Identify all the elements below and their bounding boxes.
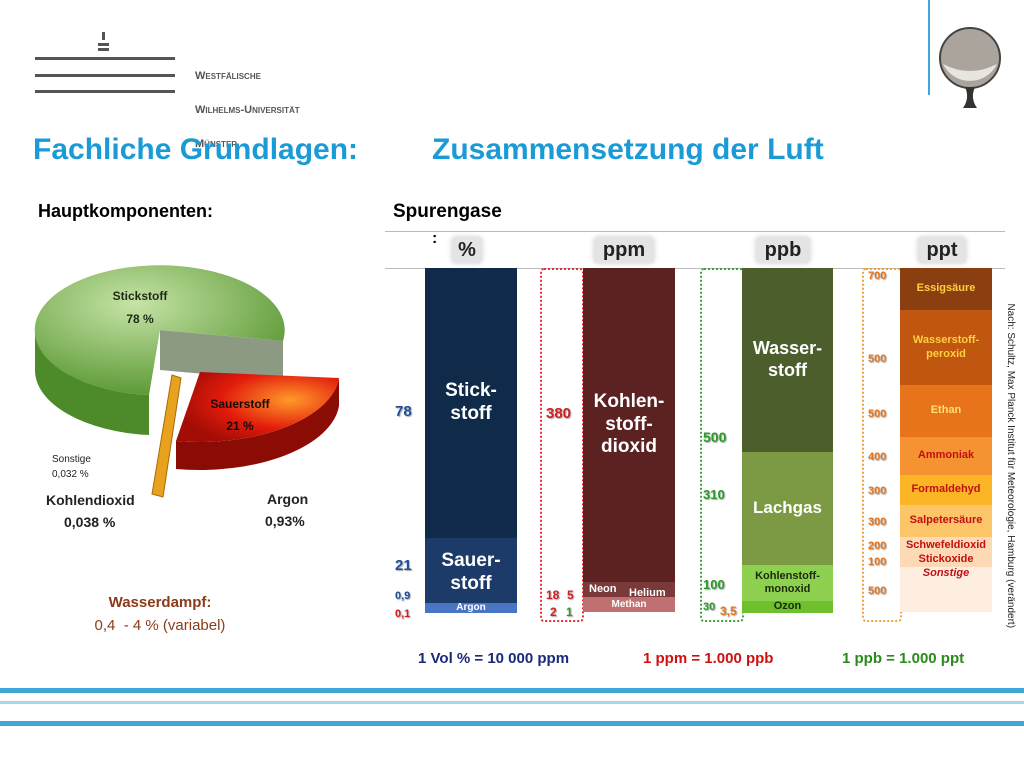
footer-stripe [0, 721, 1024, 726]
level-label: 200 [868, 540, 887, 552]
pie-graphic [34, 265, 339, 498]
bracket [862, 268, 902, 622]
gas-section: Ozon [742, 600, 833, 613]
conversion: 1 ppm = 1.000 ppb [643, 650, 774, 667]
pie-value: 21 % [226, 419, 254, 433]
footer-stripe [0, 701, 1024, 704]
gas-label: Neon [589, 583, 617, 595]
header-rule [928, 0, 930, 95]
gas-section: Kohlenstoff- monoxid [742, 565, 833, 601]
title-part2: Zusammensetzung der Luft [432, 133, 824, 166]
logo-line: Wilhelms-Universität [195, 104, 300, 116]
gas-section: Methan [583, 597, 675, 612]
pie-label: Sauerstoff [210, 397, 270, 411]
pie-value: 0,93% [265, 513, 305, 529]
title-part1: Fachliche Grundlagen: [33, 133, 359, 166]
water-vapor-label: Wasserdampf: [108, 594, 212, 611]
footer-stripe [0, 688, 1024, 693]
source-note: Nach: Schultz, Max Planck Institut für M… [1004, 303, 1016, 629]
unit-header: % [452, 237, 482, 263]
level-label: 310 [703, 487, 725, 502]
gas-section: Essigsäure [900, 268, 992, 310]
level-label: 1 [566, 605, 573, 619]
water-vapor-value: 0,4 - 4 % (variabel) [94, 617, 226, 634]
level-label: 500 [868, 408, 887, 420]
gas-section [900, 537, 992, 567]
pie-value: 0,032 % [52, 469, 89, 480]
level-label: 500 [868, 353, 887, 365]
gas-section: Ethan [900, 385, 992, 437]
gas-section: Kohlen- stoff- dioxid [583, 268, 675, 582]
gas-section: Lachgas [742, 452, 833, 565]
level-label: 30 [703, 601, 716, 613]
pie-label: Stickstoff [112, 289, 168, 303]
conversion: 1 ppb = 1.000 ppt [842, 650, 965, 667]
gas-section: Sauer- stoff [425, 538, 517, 607]
bracket [540, 268, 584, 622]
gas-label: Schwefeldioxid [905, 539, 987, 551]
level-label: 300 [868, 516, 887, 528]
rule [385, 268, 1005, 269]
unit-header: ppm [594, 237, 654, 263]
level-label: 380 [546, 405, 572, 422]
level-label: 400 [868, 451, 887, 463]
main-heading: Hauptkomponenten: [38, 201, 213, 221]
trace-heading: Spurengase [393, 201, 502, 222]
gas-section: Wasser- stoff [742, 268, 833, 452]
logo-line: Münster [195, 138, 238, 150]
level-label: 300 [868, 485, 887, 497]
unit-header: ppt [918, 237, 966, 263]
gas-section: Salpetersäure [900, 505, 992, 537]
level-label: 0,9 [395, 590, 411, 602]
level-label: 78 [395, 403, 412, 420]
logo-text: Westfälische Wilhelms-Universität Münste… [195, 51, 300, 170]
gas-section: Sonstige [900, 567, 992, 612]
gas-section: Stick- stoff [425, 268, 517, 538]
gas-section [583, 582, 675, 597]
gas-section: Wasserstoff- peroxid [900, 310, 992, 385]
pie-value: 0,038 % [64, 514, 116, 530]
conversion: 1 Vol % = 10 000 ppm [418, 650, 570, 667]
unit-header: ppb [756, 237, 810, 263]
level-label: 700 [868, 270, 887, 282]
level-label: 2 [550, 605, 557, 619]
level-label: 3,5 [720, 604, 737, 618]
level-label: 100 [703, 577, 725, 592]
gas-section: Formaldehyd [900, 475, 992, 505]
gas-section: Ammoniak [900, 437, 992, 475]
trace-colon: : [432, 230, 438, 247]
level-label: 500 [868, 585, 887, 597]
pie-label: Argon [267, 491, 309, 507]
gas-label: Stickoxide [918, 553, 974, 565]
gas-section: Argon [425, 602, 517, 613]
level-label: 5 [567, 588, 574, 602]
globe-icon [939, 27, 1001, 108]
level-label: 18 [546, 588, 560, 602]
gas-label: Helium [629, 587, 666, 599]
logo-line: Westfälische [195, 70, 261, 82]
logo-mark [35, 32, 175, 93]
pie-label: Kohlendioxid [46, 492, 135, 508]
pie-value: 78 % [126, 312, 154, 326]
level-label: 500 [703, 429, 727, 445]
bracket [700, 268, 744, 622]
level-label: 100 [868, 556, 887, 568]
level-label: 0,1 [395, 608, 411, 620]
rule [385, 231, 1005, 232]
level-label: 21 [395, 557, 412, 574]
pie-label: Sonstige [52, 454, 91, 465]
